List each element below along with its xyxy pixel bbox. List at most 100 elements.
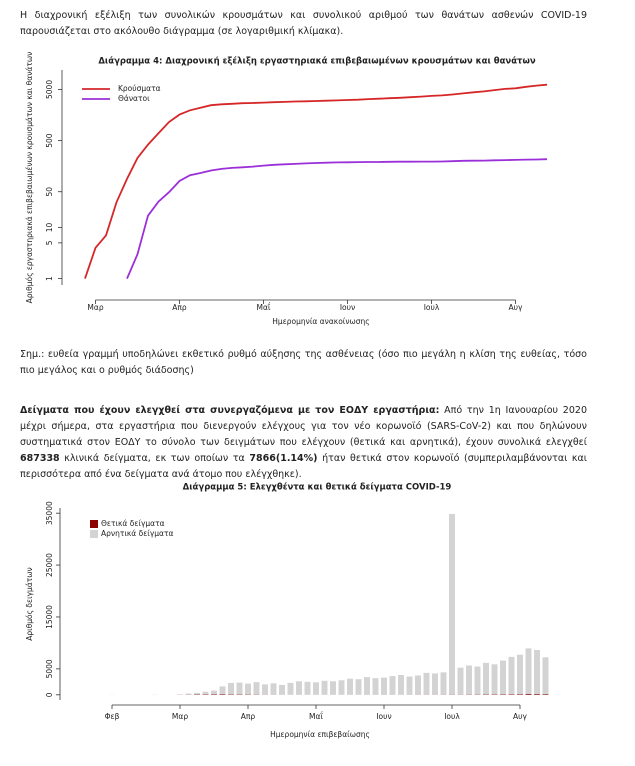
bar	[296, 681, 302, 695]
text-run: κλινικά δείγματα, εκ των οποίων τα	[59, 453, 250, 464]
x-tick-label: Φεβ	[105, 712, 120, 721]
bar	[398, 675, 404, 695]
x-tick-label: Απρ	[172, 303, 187, 312]
bar	[194, 692, 200, 695]
legend-label: Θετικά δείγματα	[101, 519, 165, 528]
bar	[253, 682, 260, 695]
bar	[508, 694, 515, 695]
bar	[364, 677, 370, 695]
text-run: Δείγματα που έχουν ελεγχθεί στα συνεργαζ…	[20, 405, 440, 416]
bar	[236, 682, 243, 695]
text-run: 7866(1.14%)	[249, 453, 318, 464]
bar	[262, 684, 268, 695]
bar	[500, 660, 506, 695]
y-tick-label: 15000	[45, 605, 54, 629]
x-tick-label: Ιουλ	[424, 303, 440, 312]
text-run: ήταν θετικά στον κορωνοϊό (συμπεριλαμβάν…	[20, 453, 587, 480]
bar	[347, 678, 353, 695]
y-tick-label: 5000	[45, 659, 54, 678]
bar	[500, 694, 506, 695]
bar	[423, 672, 430, 695]
text-run: Από την 1η Ιανουαρίου 2020 μέχρι σήμερα,…	[20, 405, 587, 448]
x-tick-label: Αυγ	[509, 303, 523, 312]
bar	[542, 694, 549, 695]
y-tick-label: 10	[45, 222, 54, 232]
bar	[432, 673, 438, 695]
y-tick-label: 500	[45, 133, 54, 148]
bar	[457, 667, 464, 695]
x-tick-label: Ιουν	[340, 303, 355, 312]
bar	[525, 648, 532, 695]
series-line	[126, 158, 548, 279]
x-tick-label: Μαΐ	[309, 712, 323, 721]
bar	[474, 666, 481, 695]
bar	[483, 662, 489, 695]
chart: Διάγραμμα 5: Ελεγχθέντα και θετικά δείγμ…	[25, 482, 549, 739]
bar	[321, 680, 328, 695]
bar	[338, 680, 345, 695]
legend-label: Θάνατοι	[118, 94, 150, 103]
bar	[287, 682, 294, 695]
bar	[219, 694, 226, 695]
bar	[440, 672, 447, 695]
intro: Η διαχρονική εξέλιξη των συνολικών κρουσ…	[20, 10, 587, 37]
note: Σημ.: ευθεία γραμμή υποδηλώνει εκθετικό …	[20, 349, 587, 376]
x-tick-label: Ιουν	[376, 712, 391, 721]
paragraph: Δείγματα που έχουν ελεγχθεί στα συνεργαζ…	[20, 403, 587, 483]
y-axis-title: Αριθμός εργαστηριακά επιβεβαιωμένων κρου…	[25, 52, 34, 304]
bar	[542, 657, 549, 695]
x-axis-title: Ημερομηνία ανακοίνωσης	[272, 317, 369, 326]
bar	[449, 514, 455, 695]
bar	[534, 694, 540, 695]
bar	[228, 682, 234, 695]
y-axis-title: Αριθμός δειγμάτων	[25, 567, 34, 640]
y-tick-label: 25000	[45, 553, 54, 577]
legend-label: Κρούσματα	[118, 84, 161, 93]
bar	[491, 664, 498, 695]
legend-label: Αρνητικά δείγματα	[101, 529, 173, 538]
x-tick-label: Μαρ	[87, 303, 103, 312]
text-run: 687338	[20, 453, 60, 464]
x-tick-label: Αυγ	[513, 712, 527, 721]
x-axis-title: Ημερομηνία επιβεβαίωσης	[270, 730, 370, 739]
y-tick-label: 0	[45, 692, 54, 697]
bar	[466, 665, 472, 695]
bar	[211, 690, 217, 695]
bar	[372, 678, 379, 695]
bar	[389, 676, 396, 695]
y-tick-label: 1	[45, 276, 54, 281]
legend-swatch	[90, 530, 98, 538]
bar	[211, 694, 217, 695]
x-tick-label: Μαΐ	[257, 303, 271, 312]
bar	[330, 681, 336, 695]
y-tick-label: 5000	[45, 80, 54, 99]
x-tick-label: Μαρ	[172, 712, 188, 721]
bar	[508, 656, 515, 695]
x-tick-label: Απρ	[241, 712, 256, 721]
chart-title: Διάγραμμα 5: Ελεγχθέντα και θετικά δείγμ…	[183, 482, 452, 493]
bar	[534, 649, 540, 695]
bar	[517, 694, 523, 695]
bar	[177, 694, 183, 695]
series-line	[84, 83, 548, 279]
bar	[304, 681, 311, 695]
bar	[517, 654, 523, 695]
legend-swatch	[90, 520, 98, 528]
bar	[415, 675, 421, 695]
x-tick-label: Ιουλ	[444, 712, 460, 721]
bar	[245, 683, 251, 695]
bar	[279, 684, 285, 695]
y-tick-label: 5	[45, 240, 54, 245]
y-tick-label: 50	[45, 187, 54, 197]
bar	[202, 691, 209, 695]
bar	[525, 694, 532, 695]
chart-title: Διάγραμμα 4: Διαχρονική εξέλιξη εργαστηρ…	[98, 56, 536, 67]
bar	[185, 693, 192, 695]
bar	[355, 679, 362, 695]
bar	[381, 677, 387, 695]
y-tick-label: 35000	[45, 501, 54, 525]
bar	[219, 686, 226, 695]
bar	[270, 683, 277, 695]
chart: Διάγραμμα 4: Διαχρονική εξέλιξη εργαστηρ…	[25, 52, 548, 326]
